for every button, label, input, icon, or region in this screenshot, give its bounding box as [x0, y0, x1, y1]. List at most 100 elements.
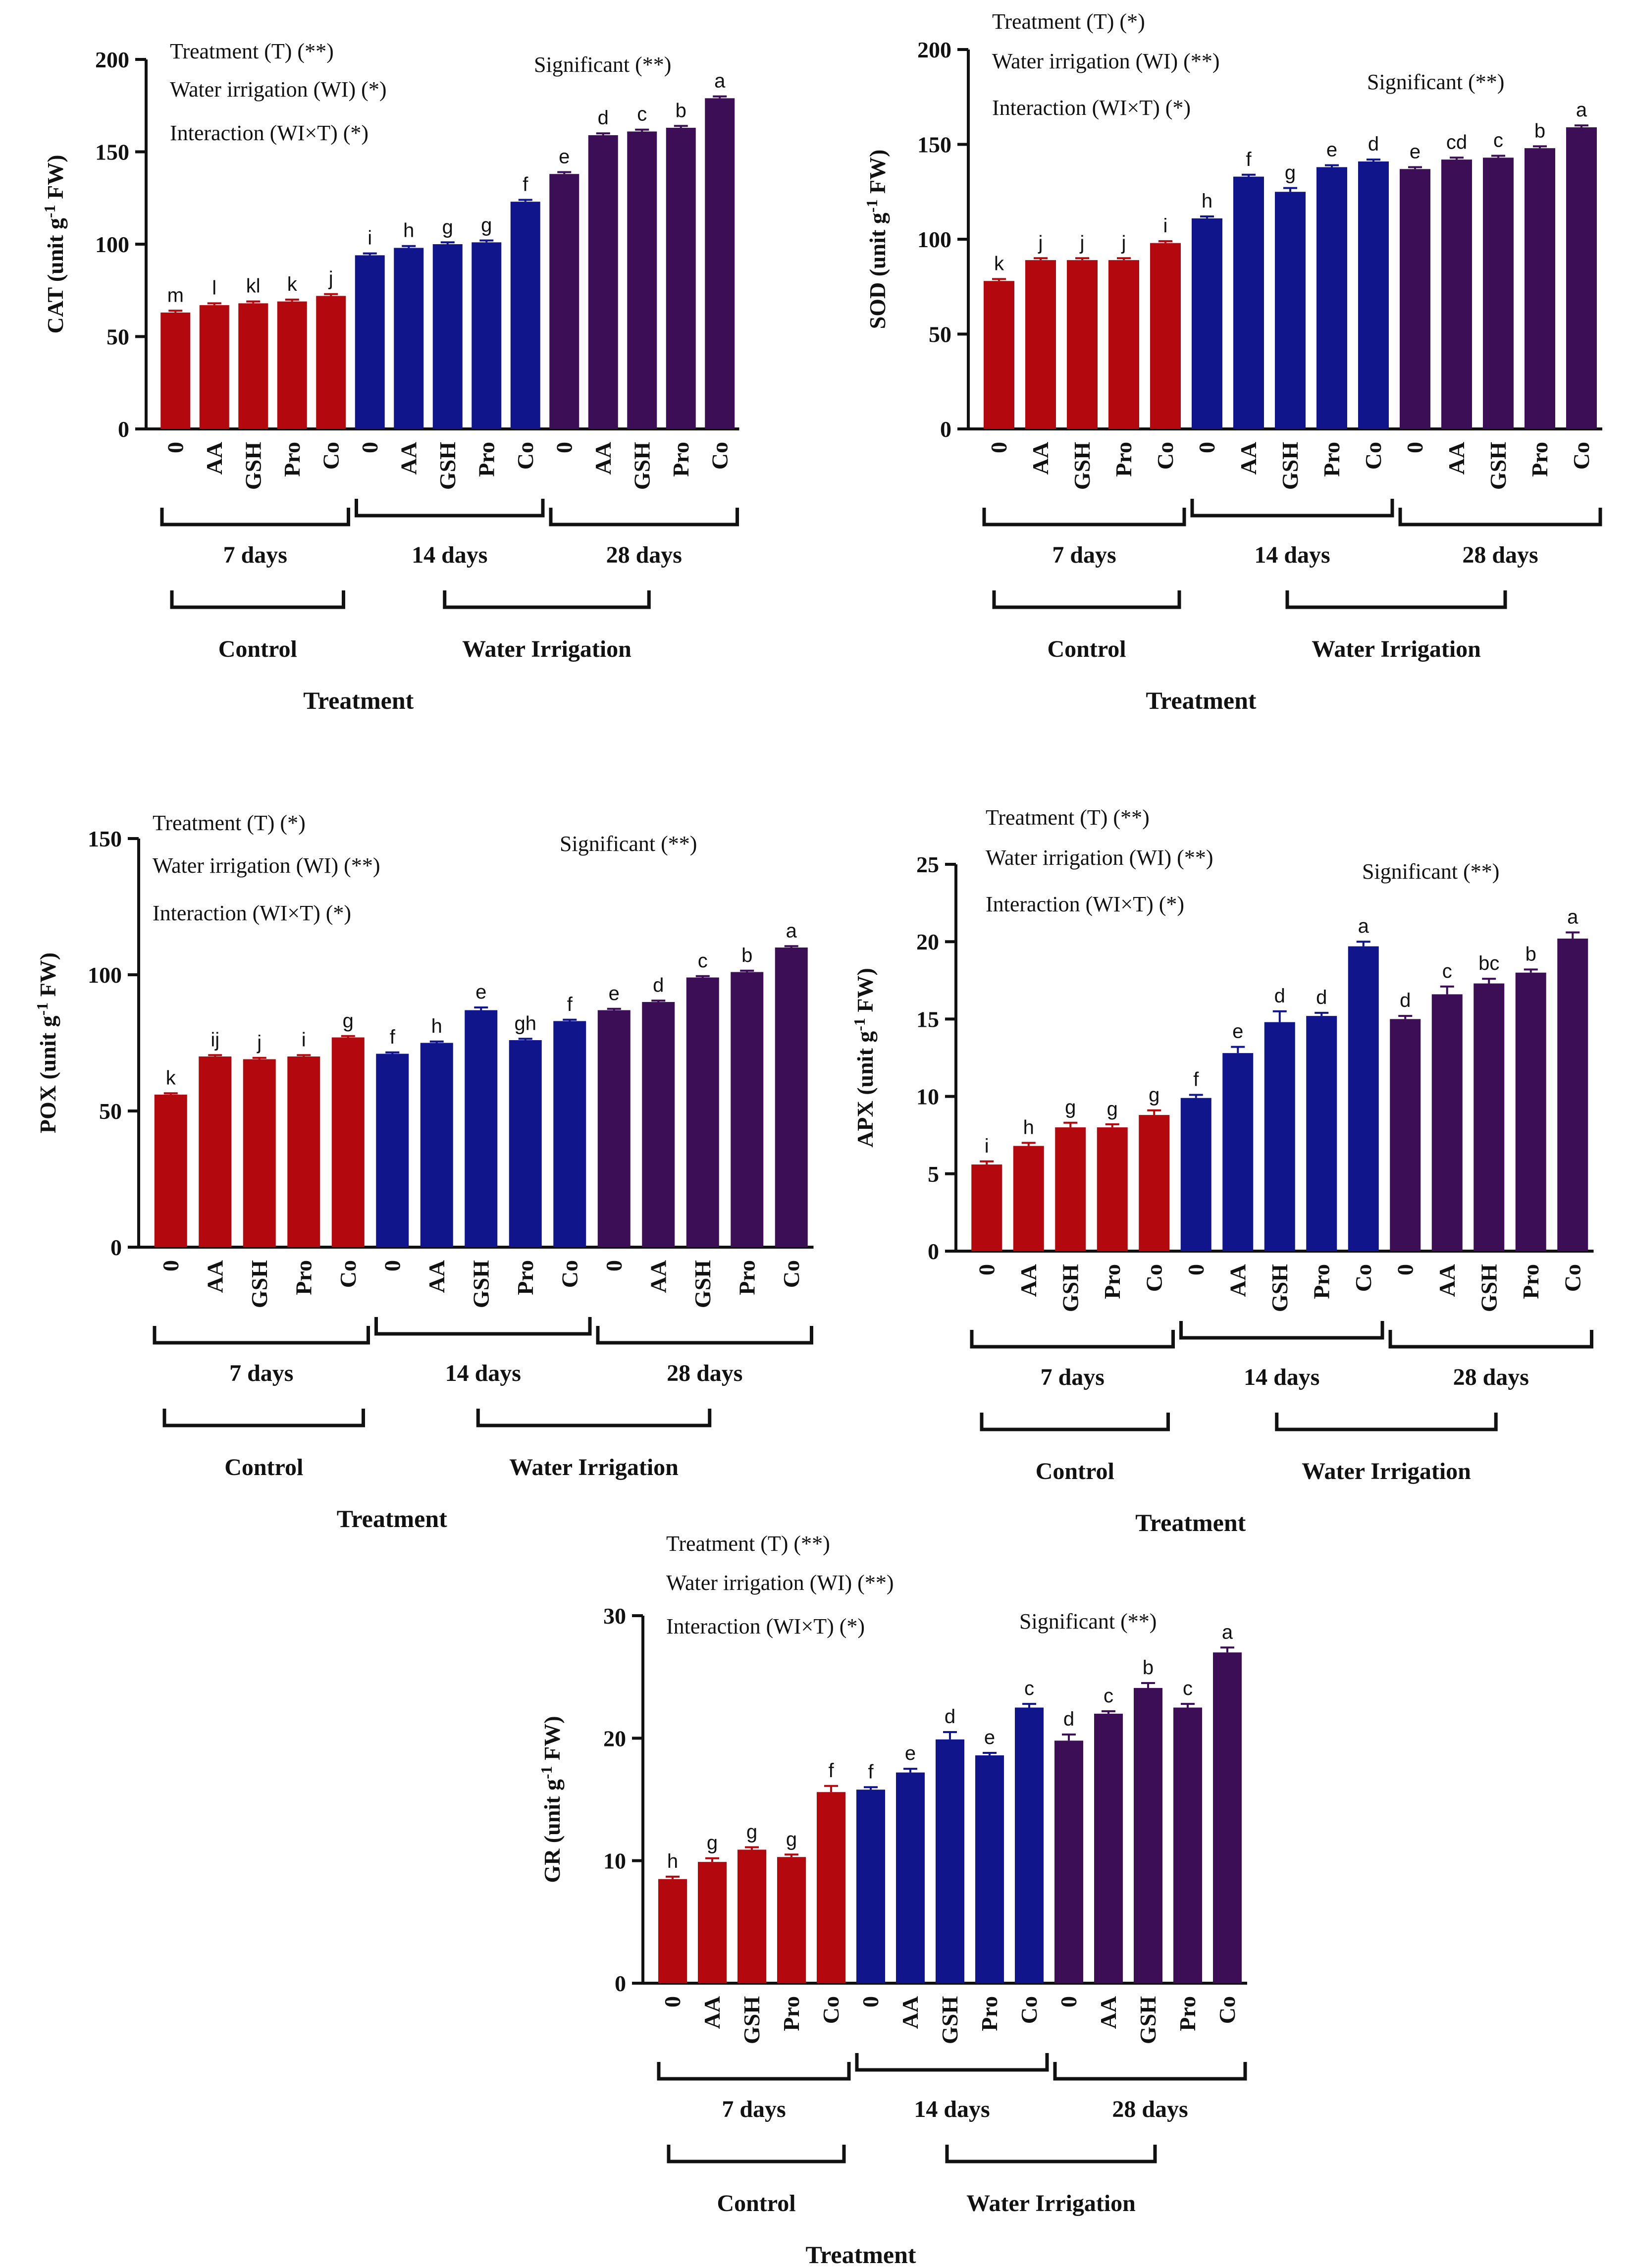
bar-letter-label: kl — [246, 275, 261, 297]
super-group-label: Control — [717, 2190, 795, 2216]
bar-letter-label: c — [637, 104, 647, 125]
x-tick-label: GSH — [739, 1996, 764, 2044]
x-tick-label: Co — [818, 1996, 843, 2024]
x-tick-label: 0 — [357, 442, 382, 453]
group-bracket — [160, 508, 350, 527]
super-group-label: Control — [224, 1454, 303, 1480]
x-tick-label: AA — [1028, 442, 1053, 475]
stat-annotation: Treatment (T) (*) — [992, 9, 1145, 34]
x-tick-label: AA — [1096, 1996, 1121, 2029]
stat-annotation: Interaction (WI×T) (*) — [986, 892, 1184, 916]
y-axis-title: APX (unit g-1 FW) — [850, 968, 878, 1148]
x-tick-label: Pro — [668, 442, 693, 477]
super-group-bracket — [980, 1413, 1170, 1431]
bar — [1055, 1127, 1086, 1251]
super-group-label: Water Irrigation — [1302, 1458, 1471, 1484]
bar — [1483, 158, 1514, 429]
bar — [1173, 1707, 1202, 1983]
bar — [856, 1790, 885, 1983]
x-tick-label: Co — [513, 442, 538, 470]
y-tick-label: 0 — [118, 417, 129, 442]
group-label: 7 days — [223, 542, 287, 568]
super-group-label: Water Irrigation — [509, 1454, 679, 1480]
bar-letter-label: h — [431, 1015, 442, 1037]
super-group-label: Control — [1036, 1458, 1114, 1484]
bar-letter-label: d — [653, 974, 664, 996]
bar — [971, 1164, 1002, 1251]
bar-letter-label: j — [1080, 232, 1085, 254]
super-group-bracket — [1275, 1413, 1498, 1431]
y-tick-label: 0 — [615, 1971, 626, 1996]
bar — [199, 1056, 232, 1247]
super-group-bracket — [170, 590, 345, 609]
x-axis-title: Treatment — [1146, 686, 1256, 714]
significance-annotation: Significant (**) — [1367, 70, 1504, 94]
bar-letter-label: j — [257, 1032, 262, 1054]
y-tick-label: 100 — [88, 962, 122, 988]
super-group-bracket — [667, 2145, 846, 2163]
bar-letter-label: k — [994, 253, 1004, 274]
x-tick-label: Pro — [1100, 1264, 1125, 1299]
y-tick-label: 15 — [916, 1006, 939, 1032]
stat-annotation: Interaction (WI×T) (*) — [666, 1614, 865, 1638]
x-tick-label: AA — [1225, 1264, 1250, 1297]
bar-letter-label: g — [1065, 1097, 1076, 1118]
y-tick-label: 25 — [916, 852, 939, 877]
bar — [1222, 1053, 1254, 1251]
x-axis-title: Treatment — [805, 2241, 916, 2268]
x-axis-title: Treatment — [337, 1505, 447, 1532]
x-tick-label: 0 — [974, 1264, 999, 1275]
bar-letter-label: f — [1193, 1068, 1199, 1090]
bar — [658, 1879, 687, 1983]
group-bracket — [970, 1330, 1175, 1349]
bar-letter-label: k — [166, 1067, 176, 1089]
bar — [287, 1056, 320, 1247]
bar-letter-label: a — [1222, 1621, 1233, 1643]
bar-letter-label: e — [559, 146, 570, 168]
x-tick-label: Pro — [1111, 442, 1136, 477]
x-tick-label: Co — [1153, 442, 1178, 470]
bar-letter-label: a — [1567, 906, 1578, 928]
bar — [420, 1043, 453, 1247]
group-label: 7 days — [722, 2096, 786, 2122]
x-tick-label: Co — [318, 442, 343, 470]
significance-annotation: Significant (**) — [1019, 1609, 1157, 1634]
bar — [1441, 159, 1472, 429]
x-tick-label: Pro — [1527, 442, 1552, 477]
group-bracket — [549, 508, 739, 527]
group-label: 28 days — [667, 1360, 742, 1386]
bar — [627, 131, 657, 429]
bar — [355, 255, 385, 429]
bar — [376, 1054, 409, 1247]
bar — [509, 1040, 542, 1247]
x-tick-label: 0 — [1194, 442, 1219, 453]
bar-letter-label: g — [343, 1010, 354, 1032]
bar-letter-label: d — [1368, 133, 1379, 155]
bar-letter-label: g — [1107, 1098, 1118, 1120]
stat-annotation: Interaction (WI×T) (*) — [153, 901, 351, 925]
bar — [1316, 167, 1347, 429]
y-axis-title: POX (unit g-1 FW) — [33, 952, 60, 1133]
bar-letter-label: c — [1442, 960, 1452, 982]
group-bracket — [374, 1317, 592, 1336]
group-label: 28 days — [1453, 1364, 1529, 1390]
super-group-bracket — [476, 1409, 712, 1427]
x-tick-label: GSH — [1057, 1264, 1083, 1312]
bar — [1134, 1688, 1162, 1983]
bar — [1233, 176, 1264, 429]
x-tick-label: GSH — [468, 1260, 493, 1308]
super-group-bracket — [992, 590, 1181, 609]
bar — [896, 1772, 925, 1983]
x-axis-title: Treatment — [1135, 1509, 1246, 1536]
x-tick-label: 0 — [1392, 1264, 1418, 1275]
bar-letter-label: a — [714, 70, 726, 92]
bar — [394, 248, 424, 429]
bar-letter-label: bc — [1478, 952, 1499, 974]
stat-annotation: Treatment (T) (*) — [153, 811, 306, 835]
y-tick-label: 10 — [603, 1848, 626, 1874]
bar — [316, 296, 346, 429]
bar-letter-label: b — [741, 945, 752, 966]
x-tick-label: 0 — [158, 1260, 183, 1271]
y-tick-label: 10 — [916, 1084, 939, 1109]
bar — [1180, 1098, 1211, 1251]
